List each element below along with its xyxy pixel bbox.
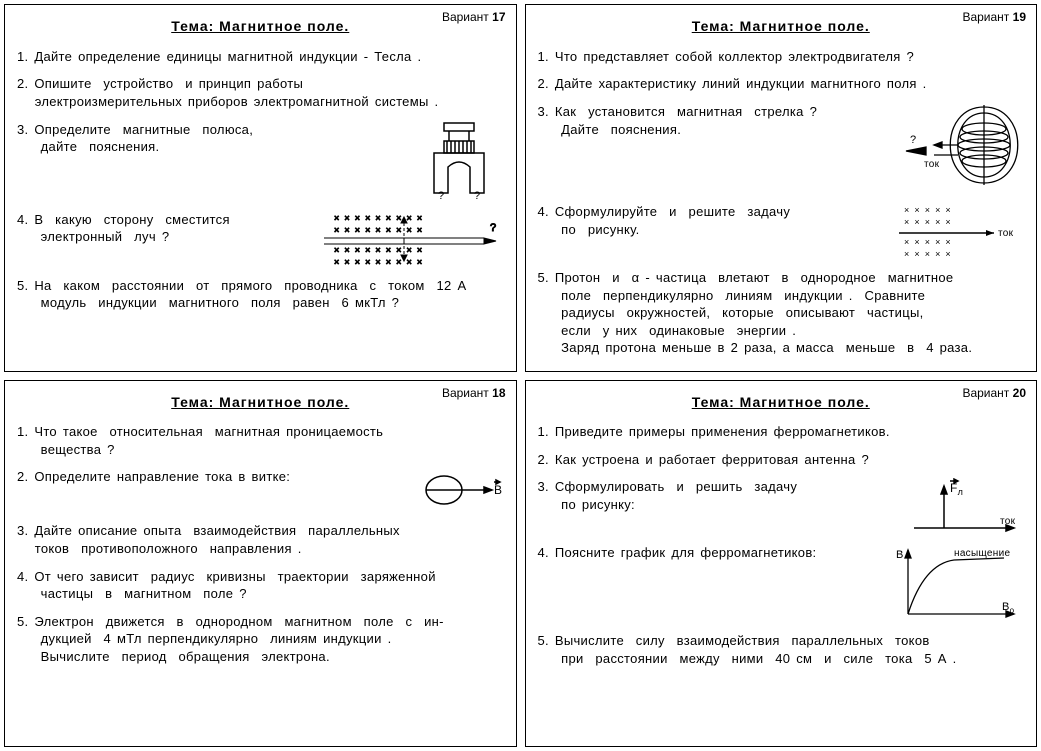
topic: Тема: Магнитное поле. <box>538 17 1025 36</box>
question-2: 2. Дайте характеристику линий индукции м… <box>538 75 1025 93</box>
svg-text:× × × × × × × × ×: × × × × × × × × × <box>334 245 422 255</box>
question-1: 1. Дайте определение единицы магнитной и… <box>17 48 504 66</box>
question-2: 2. Опишите устройство и принцип работы э… <box>17 75 504 110</box>
variant-word: Вариант <box>962 386 1009 400</box>
loop-b-figure: B <box>414 468 504 512</box>
force-current-figure: Fл ток <box>904 478 1024 534</box>
question-5: 5. Вычислите силу взаимодействия паралле… <box>538 632 1025 667</box>
svg-text:× × × × × × × × ×: × × × × × × × × × <box>334 225 422 235</box>
question-4: 4. Сформулируйте и решите задачу по рису… <box>538 203 885 238</box>
svg-text:× × × × ×: × × × × × <box>904 217 951 227</box>
question-4-row: 4. Поясните график для ферромагнетиков: … <box>538 544 1025 622</box>
card-19: Вариант 19 Тема: Магнитное поле. 1. Что … <box>525 4 1038 372</box>
variant-num: 20 <box>1013 386 1026 400</box>
card-17: Вариант 17 Тема: Магнитное поле. 1. Дайт… <box>4 4 517 372</box>
svg-text:+: + <box>466 121 472 124</box>
question-2: 2. Как устроена и работает ферритовая ан… <box>538 451 1025 469</box>
question-1: 1. Что представляет собой коллектор элек… <box>538 48 1025 66</box>
svg-text:B: B <box>896 549 904 561</box>
svg-text:× × × × × × × × ×: × × × × × × × × × <box>334 213 422 223</box>
question-1: 1. Что такое относительная магнитная про… <box>17 423 504 458</box>
question-1: 1. Приведите примеры применения ферромаг… <box>538 423 1025 441</box>
svg-text:ток: ток <box>1000 516 1016 527</box>
svg-text:B: B <box>494 483 502 497</box>
svg-text:?: ? <box>474 190 480 201</box>
current-in-field-figure: × × × × × × × × × × × × × × × × × × × × … <box>894 203 1024 259</box>
svg-text:× × × × × × × × ×: × × × × × × × × × <box>334 257 422 267</box>
svg-text:?: ? <box>438 190 444 201</box>
variant-label: Вариант 20 <box>962 385 1026 401</box>
card-20: Вариант 20 Тема: Магнитное поле. 1. Прив… <box>525 380 1038 748</box>
question-3: 3. Как установится магнитная стрелка ? Д… <box>538 103 885 138</box>
question-4-row: 4. Сформулируйте и решите задачу по рису… <box>538 203 1025 259</box>
svg-text:?: ? <box>910 134 916 146</box>
question-4-row: 4. В какую сторону сместится электронный… <box>17 211 504 267</box>
question-4: 4. В какую сторону сместится электронный… <box>17 211 314 246</box>
question-5: 5. На каком расстоянии от прямого провод… <box>17 277 504 312</box>
card-18: Вариант 18 Тема: Магнитное поле. 1. Что … <box>4 380 517 748</box>
question-3-row: 3. Определите магнитные полюса, дайте по… <box>17 121 504 201</box>
topic: Тема: Магнитное поле. <box>538 393 1025 412</box>
svg-text:× × × × ×: × × × × × <box>904 205 951 215</box>
question-5: 5. Электрон движется в однородном магнит… <box>17 613 504 666</box>
question-5: 5. Протон и α - частица влетают в одноро… <box>538 269 1025 357</box>
electromagnet-figure: − + ? ? <box>414 121 504 201</box>
hysteresis-figure: B Bо насыщение <box>894 544 1024 622</box>
question-4: 4. От чего зависит радиус кривизны траек… <box>17 568 504 603</box>
question-2: 2. Определите направление тока в витке: <box>17 468 404 486</box>
variant-num: 17 <box>492 10 505 24</box>
variant-label: Вариант 17 <box>442 9 506 25</box>
question-4: 4. Поясните график для ферромагнетиков: <box>538 544 885 562</box>
svg-text:насыщение: насыщение <box>954 548 1010 559</box>
svg-text:?: ? <box>490 222 496 234</box>
cards-grid: Вариант 17 Тема: Магнитное поле. 1. Дайт… <box>0 0 1041 751</box>
svg-text:× × × × ×: × × × × × <box>904 249 951 259</box>
svg-text:Bо: Bо <box>1002 601 1015 615</box>
variant-word: Вариант <box>962 10 1009 24</box>
svg-text:−: − <box>447 121 453 124</box>
question-2-row: 2. Определите направление тока в витке: … <box>17 468 504 512</box>
variant-num: 19 <box>1013 10 1026 24</box>
question-3-row: 3. Как установится магнитная стрелка ? Д… <box>538 103 1025 193</box>
svg-text:ток: ток <box>998 228 1014 239</box>
question-3: 3. Определите магнитные полюса, дайте по… <box>17 121 404 156</box>
compass-coil-figure: ? ток <box>894 103 1024 193</box>
svg-text:ток: ток <box>924 159 940 170</box>
topic: Тема: Магнитное поле. <box>17 393 504 412</box>
question-3: 3. Дайте описание опыта взаимодействия п… <box>17 522 504 557</box>
variant-word: Вариант <box>442 10 489 24</box>
variant-label: Вариант 18 <box>442 385 506 401</box>
question-3-row: 3. Сформулировать и решить задачу по рис… <box>538 478 1025 534</box>
variant-word: Вариант <box>442 386 489 400</box>
electron-beam-figure: × × × × × × × × × × × × × × × × × × × × … <box>324 211 504 267</box>
variant-num: 18 <box>492 386 505 400</box>
svg-text:Fл: Fл <box>950 481 963 497</box>
question-3: 3. Сформулировать и решить задачу по рис… <box>538 478 895 513</box>
svg-text:× × × × ×: × × × × × <box>904 237 951 247</box>
topic: Тема: Магнитное поле. <box>17 17 504 36</box>
variant-label: Вариант 19 <box>962 9 1026 25</box>
